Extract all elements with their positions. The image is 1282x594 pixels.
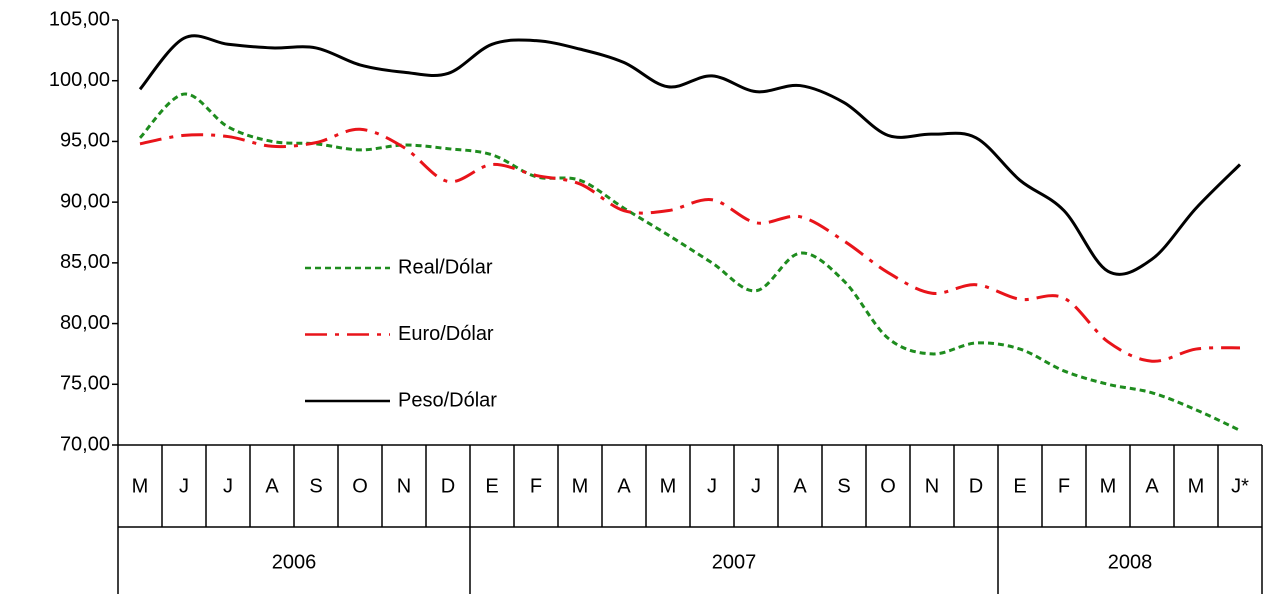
y-tick-label: 90,00 [60,190,110,212]
group-label: 2008 [1108,551,1153,573]
y-tick-label: 105,00 [49,8,110,30]
series-line [138,92,1241,432]
x-tick-label: M [660,475,677,497]
legend-label: Real/Dólar [398,256,493,278]
x-tick-label: A [1145,475,1159,497]
y-tick-label: 95,00 [60,130,110,152]
x-tick-label: D [969,475,983,497]
y-tick-label: 70,00 [60,433,110,455]
x-tick-label: M [572,475,589,497]
series-line [139,127,1241,363]
x-tick-label: M [1188,475,1205,497]
group-label: 2007 [712,551,757,573]
x-tick-label: A [617,475,631,497]
x-tick-label: J* [1231,475,1249,497]
x-tick-label: E [485,475,498,497]
x-tick-label: J [707,475,717,497]
x-tick-label: F [1058,475,1070,497]
x-tick-label: S [309,475,322,497]
x-tick-label: J [223,475,233,497]
x-tick-label: A [793,475,807,497]
x-tick-label: E [1013,475,1026,497]
x-tick-label: S [837,475,850,497]
group-label: 2006 [272,551,317,573]
series-line [138,34,1242,276]
legend-label: Euro/Dólar [398,323,494,345]
x-tick-label: N [925,475,939,497]
y-tick-label: 75,00 [60,373,110,395]
legend-label: Peso/Dólar [398,389,497,411]
x-tick-label: N [397,475,411,497]
x-tick-label: O [880,475,896,497]
x-tick-label: J [751,475,761,497]
x-tick-label: M [1100,475,1117,497]
y-tick-label: 100,00 [49,69,110,91]
x-tick-label: F [530,475,542,497]
x-tick-label: O [352,475,368,497]
x-tick-label: A [265,475,279,497]
x-tick-label: D [441,475,455,497]
y-tick-label: 85,00 [60,251,110,273]
y-tick-label: 80,00 [60,312,110,334]
x-tick-label: J [179,475,189,497]
x-tick-label: M [132,475,149,497]
